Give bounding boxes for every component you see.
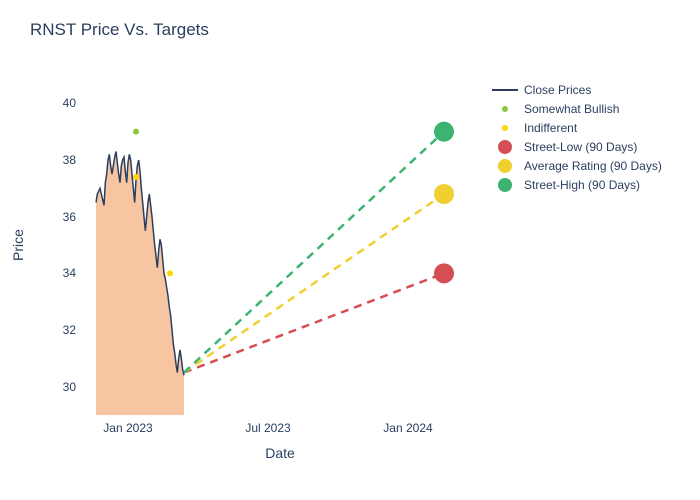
y-tick: 34 <box>63 266 76 280</box>
legend-swatch <box>490 137 520 156</box>
legend-label: Somewhat Bullish <box>524 102 619 116</box>
legend-swatch <box>490 118 520 137</box>
y-tick: 38 <box>63 153 76 167</box>
y-axis: 30 32 34 36 38 40 <box>50 75 80 415</box>
legend-swatch <box>490 99 520 118</box>
legend-label: Street-Low (90 Days) <box>524 140 637 154</box>
plot-area <box>80 75 480 415</box>
x-tick: Jan 2023 <box>103 421 152 435</box>
legend-item[interactable]: Indifferent <box>490 118 690 137</box>
y-tick: 30 <box>63 380 76 394</box>
y-axis-label: Price <box>8 75 28 415</box>
y-tick: 36 <box>63 210 76 224</box>
chart-title: RNST Price Vs. Targets <box>30 20 209 40</box>
x-axis-label: Date <box>80 445 480 461</box>
legend-label: Indifferent <box>524 121 577 135</box>
legend-label: Average Rating (90 Days) <box>524 159 662 173</box>
legend-item[interactable]: Close Prices <box>490 80 690 99</box>
legend-label: Close Prices <box>524 83 591 97</box>
legend-item[interactable]: Street-High (90 Days) <box>490 175 690 194</box>
y-tick: 32 <box>63 323 76 337</box>
legend-swatch <box>490 156 520 175</box>
x-tick: Jul 2023 <box>245 421 290 435</box>
legend-item[interactable]: Average Rating (90 Days) <box>490 156 690 175</box>
legend-item[interactable]: Somewhat Bullish <box>490 99 690 118</box>
x-axis: Jan 2023 Jul 2023 Jan 2024 <box>80 415 480 435</box>
x-tick: Jan 2024 <box>383 421 432 435</box>
legend-swatch <box>490 80 520 99</box>
y-tick: 40 <box>63 96 76 110</box>
legend-swatch <box>490 175 520 194</box>
legend-label: Street-High (90 Days) <box>524 178 640 192</box>
legend-item[interactable]: Street-Low (90 Days) <box>490 137 690 156</box>
chart-container: RNST Price Vs. Targets Price 30 32 34 36 38 4… <box>0 0 700 500</box>
chart-svg <box>80 75 480 415</box>
legend: Close Prices Somewhat Bullish Indifferent S… <box>490 80 690 194</box>
